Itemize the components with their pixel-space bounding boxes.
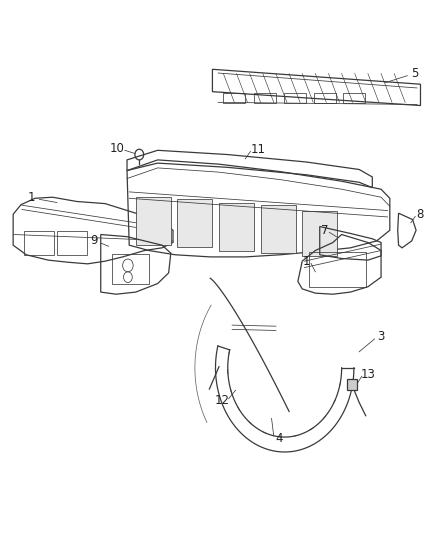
FancyBboxPatch shape: [302, 211, 337, 256]
FancyBboxPatch shape: [261, 205, 296, 253]
Text: 10: 10: [110, 142, 125, 155]
Text: 1: 1: [28, 191, 35, 204]
Text: 5: 5: [412, 67, 419, 80]
Text: 3: 3: [378, 330, 385, 343]
Text: 11: 11: [251, 143, 266, 156]
Text: 9: 9: [90, 235, 98, 247]
Text: 13: 13: [360, 368, 375, 381]
FancyBboxPatch shape: [219, 203, 254, 251]
FancyBboxPatch shape: [347, 379, 357, 390]
Text: 4: 4: [276, 432, 283, 445]
Text: 1: 1: [303, 255, 311, 268]
FancyBboxPatch shape: [177, 199, 212, 247]
FancyBboxPatch shape: [136, 197, 171, 245]
Text: 12: 12: [215, 394, 230, 407]
Text: 8: 8: [416, 208, 423, 221]
Text: 7: 7: [321, 224, 329, 237]
